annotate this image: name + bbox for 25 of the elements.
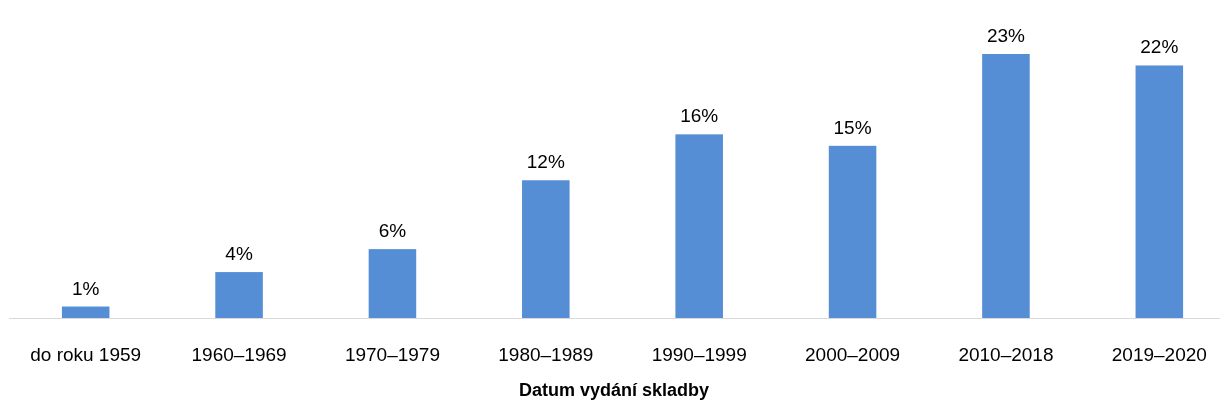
bar (368, 249, 417, 318)
data-label: 15% (833, 116, 872, 138)
x-tick-label: 1970–1979 (344, 344, 440, 365)
x-tick-label: 1990–1999 (651, 344, 747, 365)
x-tick-label: do roku 1959 (30, 344, 142, 365)
bar (215, 272, 263, 318)
bar (61, 306, 110, 318)
bar (522, 180, 570, 318)
x-tick-label: 2000–2009 (805, 344, 901, 365)
x-axis-title: Datum vydání skladby (518, 380, 710, 400)
bar (1135, 65, 1184, 318)
data-label: 16% (680, 105, 719, 127)
data-label: 1% (71, 277, 100, 299)
bar (982, 54, 1030, 318)
data-label: 4% (225, 243, 253, 265)
x-tick-label: 2019–2020 (1111, 344, 1207, 365)
data-label: 6% (378, 220, 407, 242)
bar (828, 145, 877, 318)
data-label: 23% (986, 25, 1026, 46)
x-tick-label: 1960–1969 (191, 344, 287, 365)
data-label: 22% (1140, 36, 1179, 58)
bar (675, 134, 723, 318)
data-label: 12% (526, 151, 565, 173)
x-tick-label: 2010–2018 (958, 344, 1054, 365)
x-tick-label: 1980–1989 (498, 344, 594, 365)
